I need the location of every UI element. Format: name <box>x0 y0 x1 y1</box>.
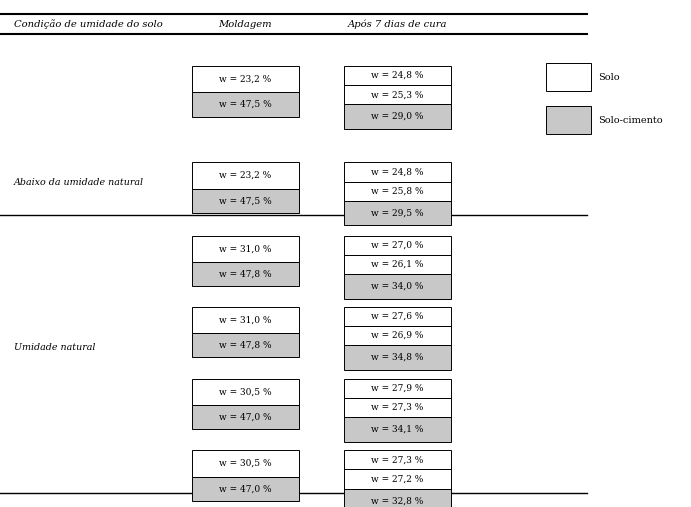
Text: w = 27,0 %: w = 27,0 % <box>371 241 424 250</box>
Text: w = 24,8 %: w = 24,8 % <box>371 71 424 80</box>
Bar <box>343 104 451 129</box>
Text: w = 47,8 %: w = 47,8 % <box>219 341 272 350</box>
Bar <box>343 236 451 255</box>
Text: w = 32,8 %: w = 32,8 % <box>371 496 424 505</box>
Text: w = 30,5 %: w = 30,5 % <box>219 459 272 468</box>
Bar <box>343 489 451 507</box>
Bar <box>343 417 451 442</box>
Text: w = 27,2 %: w = 27,2 % <box>371 475 424 484</box>
Bar <box>343 345 451 370</box>
Text: Solo-cimento: Solo-cimento <box>598 116 663 125</box>
Bar <box>546 63 591 91</box>
Bar <box>191 379 299 405</box>
Bar <box>546 106 591 134</box>
Bar <box>191 236 299 262</box>
Text: Condição de umidade do solo: Condição de umidade do solo <box>14 19 162 29</box>
Text: w = 47,5 %: w = 47,5 % <box>219 100 272 109</box>
Bar <box>343 379 451 398</box>
Text: w = 47,0 %: w = 47,0 % <box>219 413 272 422</box>
Text: Solo: Solo <box>598 73 619 82</box>
Bar <box>343 255 451 274</box>
Text: w = 31,0 %: w = 31,0 % <box>219 315 272 324</box>
Text: w = 27,9 %: w = 27,9 % <box>371 384 424 393</box>
Text: Umidade natural: Umidade natural <box>14 343 95 352</box>
Text: w = 27,6 %: w = 27,6 % <box>371 312 424 321</box>
Bar <box>191 66 299 92</box>
Bar <box>343 162 451 182</box>
Text: w = 23,2 %: w = 23,2 % <box>219 75 272 84</box>
Text: w = 27,3 %: w = 27,3 % <box>371 403 424 412</box>
Bar <box>191 162 299 189</box>
Text: Abaixo da umidade natural: Abaixo da umidade natural <box>14 178 144 187</box>
Text: w = 23,2 %: w = 23,2 % <box>219 171 272 180</box>
Text: w = 26,1 %: w = 26,1 % <box>371 260 424 269</box>
Text: w = 47,8 %: w = 47,8 % <box>219 270 272 279</box>
Text: w = 34,0 %: w = 34,0 % <box>371 282 424 291</box>
Text: w = 30,5 %: w = 30,5 % <box>219 387 272 396</box>
Text: w = 31,0 %: w = 31,0 % <box>219 244 272 254</box>
Bar <box>191 405 299 429</box>
Bar <box>343 307 451 326</box>
Bar <box>191 262 299 286</box>
Text: w = 25,8 %: w = 25,8 % <box>371 187 424 196</box>
Text: w = 47,0 %: w = 47,0 % <box>219 484 272 493</box>
Bar <box>191 333 299 357</box>
Text: w = 47,5 %: w = 47,5 % <box>219 196 272 205</box>
Bar <box>343 182 451 201</box>
Bar <box>343 274 451 299</box>
Bar <box>343 85 451 104</box>
Bar <box>343 201 451 225</box>
Bar <box>343 398 451 417</box>
Text: w = 24,8 %: w = 24,8 % <box>371 167 424 176</box>
Bar <box>191 307 299 333</box>
Bar <box>191 477 299 501</box>
Text: Moldagem: Moldagem <box>218 20 272 29</box>
Bar <box>343 450 451 469</box>
Text: w = 25,3 %: w = 25,3 % <box>371 90 424 99</box>
Text: Após 7 dias de cura: Após 7 dias de cura <box>348 20 447 29</box>
Bar <box>343 469 451 489</box>
Text: w = 27,3 %: w = 27,3 % <box>371 455 424 464</box>
Text: w = 29,5 %: w = 29,5 % <box>371 208 424 218</box>
Text: w = 26,9 %: w = 26,9 % <box>371 331 424 340</box>
Bar <box>343 326 451 345</box>
Bar <box>191 450 299 477</box>
Bar <box>191 92 299 117</box>
Bar <box>343 66 451 85</box>
Text: w = 34,8 %: w = 34,8 % <box>371 353 424 362</box>
Bar <box>191 189 299 213</box>
Text: w = 34,1 %: w = 34,1 % <box>371 425 424 434</box>
Text: w = 29,0 %: w = 29,0 % <box>371 112 424 121</box>
